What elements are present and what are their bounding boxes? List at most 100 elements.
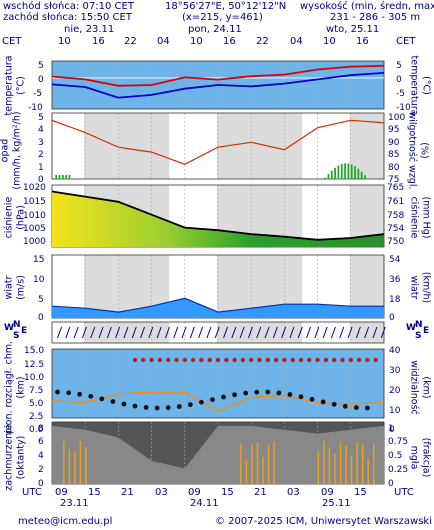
cloud-base-dot <box>121 401 127 407</box>
cloud-base-dot <box>298 394 304 400</box>
top-hour-label: 04 <box>290 36 303 47</box>
cloud-base-dot <box>243 390 249 396</box>
cloud-top-dot <box>273 357 279 363</box>
bottom-hour-label: 03 <box>155 487 168 498</box>
bottom-hour-label: 03 <box>287 487 300 498</box>
top-hour-label: 10 <box>323 36 336 47</box>
fog-bar <box>68 449 71 484</box>
wind-tick-right: 0 <box>389 313 395 323</box>
night-shade <box>84 322 170 343</box>
humidity-tick-right: 85 <box>388 150 400 160</box>
wind-tick-left: 0 <box>38 313 44 323</box>
fog-bar <box>361 443 364 484</box>
sunrise-text: wschód słońca: 07:10 CET <box>3 1 134 12</box>
sunset-text: zachód słońca: 15:50 CET <box>3 12 132 23</box>
top-hour-label: 16 <box>356 36 369 47</box>
precip-bar <box>357 168 360 179</box>
wind-arrow <box>239 326 245 339</box>
fog-bar <box>240 443 242 484</box>
fog-bar <box>372 443 375 484</box>
cloud-top-dot <box>265 357 270 363</box>
bottom-hour-label: 21 <box>254 487 267 498</box>
cloud-base-dot <box>55 389 60 395</box>
precip-bar <box>61 175 64 179</box>
temp-tick-left: 0 <box>38 75 44 85</box>
precip-tick-left: 0 <box>38 175 44 185</box>
cloud-axis-title: zachmurzenie <box>3 424 15 491</box>
bottom-hour-label: 15 <box>88 487 101 498</box>
fog-bar <box>367 458 369 484</box>
humidity-tick-right: 90 <box>388 138 400 148</box>
wind-axis-unit-right: (km/h) <box>420 271 432 304</box>
pressure-tick-right: 758 <box>387 211 405 221</box>
top-hour-label: 10 <box>190 36 203 47</box>
top-hour-label: 16 <box>223 36 236 47</box>
bottom-hour-label: 09 <box>321 487 334 498</box>
visibility-line <box>51 391 385 412</box>
visibility-tick-right: 0 <box>389 425 395 435</box>
fog-tick-right: 1 <box>388 424 394 434</box>
precip-bar <box>364 175 366 179</box>
compass-n: N <box>13 320 21 330</box>
wind-arrow <box>173 326 179 339</box>
bottom-hour-label: 09 <box>55 487 68 498</box>
precip-bar <box>55 175 58 179</box>
wind-arrow <box>156 326 162 339</box>
wind-arrow <box>115 326 121 339</box>
bottom-timezone-right: UTC <box>394 487 414 498</box>
fog-tick-right: 0 <box>388 479 394 489</box>
wind-axis-title-right: wiatr <box>408 275 420 300</box>
wind-tick-right: 54 <box>389 255 401 265</box>
cloud-top-dot <box>315 357 320 363</box>
humidity-tick-right: 80 <box>388 163 400 173</box>
pressure-tick-left: 1020 <box>23 183 46 193</box>
cloud-base-dot <box>309 396 315 402</box>
fog-tick-right: 0.5 <box>388 451 403 461</box>
cloud-base-dot <box>221 394 226 400</box>
footer-email[interactable]: meteo@icm.edu.pl <box>18 516 113 527</box>
cloud-base-dot <box>210 397 215 402</box>
pressure-tick-right: 754 <box>387 224 405 234</box>
wind-arrow <box>90 326 96 339</box>
wind-arrow <box>57 326 63 339</box>
cloud-base-dot <box>110 399 116 404</box>
wind-arrow <box>65 326 71 339</box>
fog-bar <box>251 443 253 484</box>
cloud-base-dot <box>187 402 193 408</box>
wind-arrow <box>380 326 386 339</box>
precip-bar <box>340 163 343 179</box>
cloud-top-dot <box>166 357 171 363</box>
bottom-timezone-left: UTC <box>22 487 42 498</box>
bottom-hour-label: 15 <box>354 487 367 498</box>
coordinates-text: 18°56'27"E, 50°12'12"N <box>165 1 287 12</box>
cloud-base-dot <box>143 405 149 410</box>
top-hour-label: 16 <box>92 36 105 47</box>
cloud-top-dot <box>257 357 262 363</box>
humidity-tick-right: 100 <box>388 113 406 123</box>
cloud-base-dot <box>99 396 105 402</box>
pressure-tick-right: 750 <box>387 237 405 247</box>
cloud-top-dot <box>132 357 138 363</box>
precip-bar <box>68 175 71 179</box>
wind-arrow <box>73 326 79 339</box>
temp-tick-left: -5 <box>33 89 42 99</box>
bottom-hour-label: 09 <box>188 487 201 498</box>
cloud-top-dot <box>190 357 196 363</box>
visibility-tick-right: 30 <box>389 366 401 376</box>
precip-bar <box>65 175 68 179</box>
cloud-top-dot <box>199 357 204 363</box>
fog-bar <box>345 445 347 484</box>
cloudbase-tick-left: 12.5 <box>24 360 45 370</box>
visibility-tick-right: 20 <box>389 386 401 396</box>
wind-arrow <box>372 326 378 339</box>
precip-bar <box>324 177 327 179</box>
fog-bar <box>245 458 248 484</box>
precip-bar <box>360 171 363 179</box>
cloud-base-dot <box>66 390 71 396</box>
wind-tick-right: 18 <box>389 295 401 305</box>
cloud-base-dot <box>265 389 271 395</box>
cloud-base-dot <box>353 405 359 410</box>
bottom-day-label: 25.11 <box>322 498 351 509</box>
cloudbase-tick-left: 5.0 <box>29 399 44 409</box>
